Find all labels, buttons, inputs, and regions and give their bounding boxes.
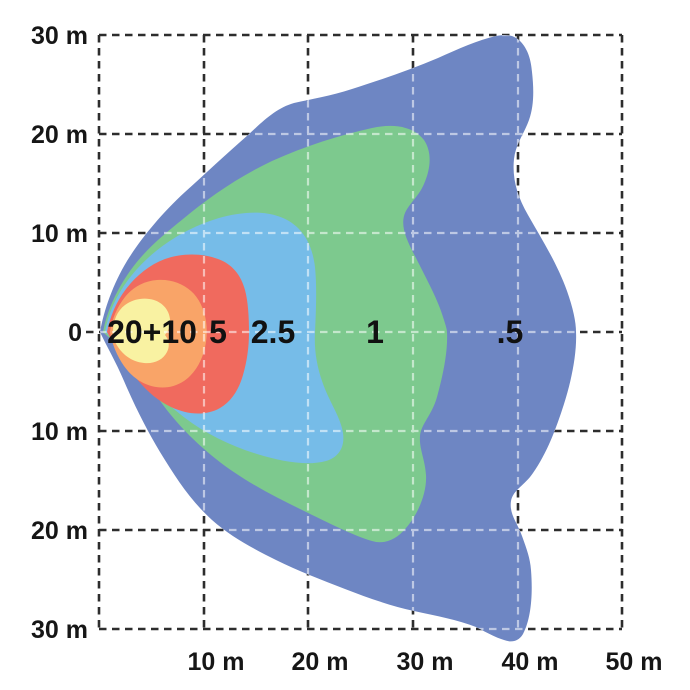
y-tick-label-plus30: 30 m (31, 22, 88, 50)
contour-region-20 (113, 298, 171, 364)
y-tick-label-minus30: 30 m (31, 616, 88, 644)
x-tick-label-10: 10 m (188, 648, 245, 676)
x-tick-label-20: 20 m (292, 648, 349, 676)
grid-overlay-lines (100, 35, 577, 631)
level-label-20plus10: 20+10 (107, 314, 197, 350)
x-tick-label-40: 40 m (502, 648, 559, 676)
y-tick-label-zero: 0 (68, 319, 82, 347)
level-label-5: 5 (209, 314, 227, 350)
y-tick-label-plus20: 20 m (31, 121, 88, 149)
level-label-0.5: .5 (497, 314, 524, 350)
level-label-2.5: 2.5 (251, 314, 295, 350)
y-tick-label-plus10: 10 m (31, 220, 88, 248)
level-label-1: 1 (366, 314, 384, 350)
x-tick-label-50: 50 m (606, 648, 663, 676)
y-tick-label-minus20: 20 m (31, 517, 88, 545)
x-tick-label-30: 30 m (397, 648, 454, 676)
y-tick-label-minus10: 10 m (31, 418, 88, 446)
